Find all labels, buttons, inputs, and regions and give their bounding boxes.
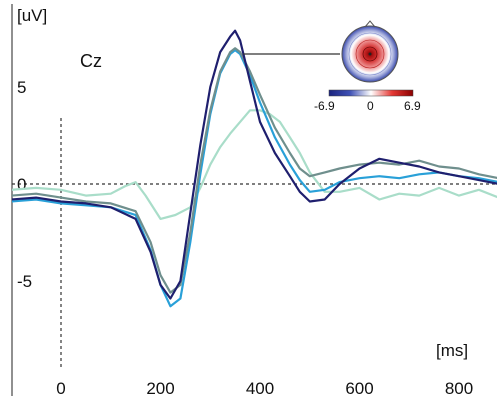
topomap-contour	[355, 39, 385, 69]
series-line	[12, 29, 497, 300]
x-tick-label: 600	[345, 379, 373, 396]
x-axis-label: [ms]	[436, 341, 468, 360]
topomap-contour	[362, 46, 378, 62]
y-ticks: -5 0 5	[17, 78, 32, 291]
y-tick-label: 5	[17, 78, 26, 97]
series-group	[12, 29, 497, 308]
x-ticks: 0 200 400 600 800	[56, 379, 473, 396]
y-axis-label: [uV]	[17, 6, 47, 25]
series-line	[12, 109, 497, 220]
colorbar	[328, 89, 414, 97]
y-tick-label: 0	[17, 175, 26, 194]
topomap-electrode	[368, 52, 372, 56]
channel-label: Cz	[80, 51, 102, 71]
topomap	[341, 20, 399, 83]
colorbar-min-label: -6.9	[314, 99, 335, 113]
x-tick-label: 400	[246, 379, 274, 396]
colorbar-mid-label: 0	[367, 99, 374, 113]
x-tick-label: 800	[445, 379, 473, 396]
series-line	[12, 49, 497, 308]
x-tick-label: 0	[56, 379, 65, 396]
colorbar-max-label: 6.9	[404, 99, 421, 113]
x-tick-label: 200	[146, 379, 174, 396]
series-line	[12, 47, 497, 294]
topomap-nose	[364, 20, 376, 28]
y-tick-label: -5	[17, 272, 32, 291]
topomap-contour	[348, 32, 392, 76]
